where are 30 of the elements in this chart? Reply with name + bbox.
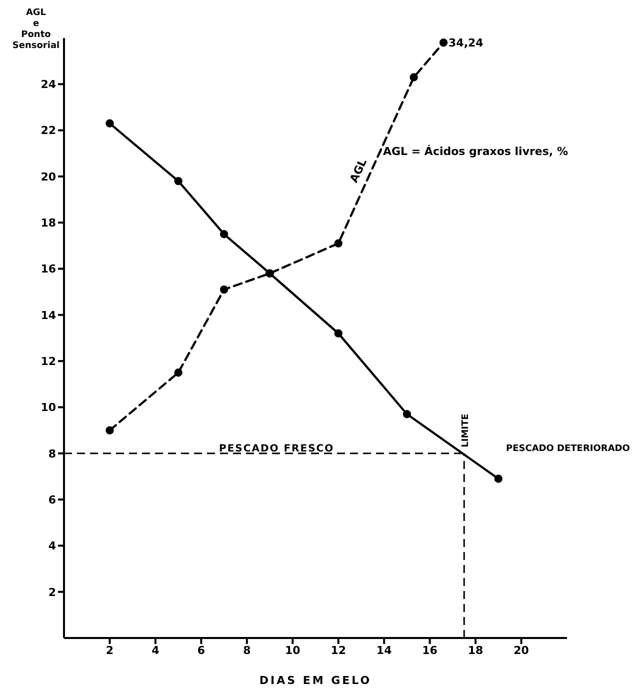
y-tick-label: 12 <box>40 354 56 368</box>
y-tick-label: 22 <box>40 124 56 138</box>
x-axis-title: DIAS EM GELO <box>259 674 372 687</box>
ref-line-label: PESCADO FRESCO <box>219 443 334 454</box>
x-tick-label: 8 <box>243 644 251 657</box>
x-tick-label: 6 <box>197 644 206 657</box>
ref-line-label: LIMITE <box>461 414 472 448</box>
y-tick-label: 6 <box>48 493 56 506</box>
y-tick-label: 2 <box>48 586 56 599</box>
x-tick-label: 18 <box>468 644 484 657</box>
text: AGL <box>347 156 370 185</box>
annotation: 34,24 <box>448 36 484 50</box>
annotation: PESCADO DETERIORADO <box>506 444 630 454</box>
x-tick-label: 10 <box>284 644 301 657</box>
y-tick-label: 20 <box>40 170 56 184</box>
y-tick-label: 16 <box>40 262 56 276</box>
x-tick-label: 20 <box>514 644 530 657</box>
y-tick-label: 8 <box>48 447 56 460</box>
y-tick-label: 4 <box>48 540 56 553</box>
x-tick-label: 14 <box>376 644 392 657</box>
x-tick-label: 12 <box>330 644 346 657</box>
x-tick-label: 4 <box>152 644 160 657</box>
y-tick-label: 10 <box>40 401 56 414</box>
y-tick-label: 24 <box>40 78 56 92</box>
y-tick-label: 18 <box>40 216 56 230</box>
y-axis-title: AGL e Ponto Sensorial <box>11 8 61 52</box>
y-tick-label: 14 <box>40 308 56 322</box>
x-tick-label: 16 <box>422 644 438 657</box>
x-tick-label: 2 <box>106 644 114 657</box>
annotation: AGL = Ácidos graxos livres, % <box>383 145 568 158</box>
